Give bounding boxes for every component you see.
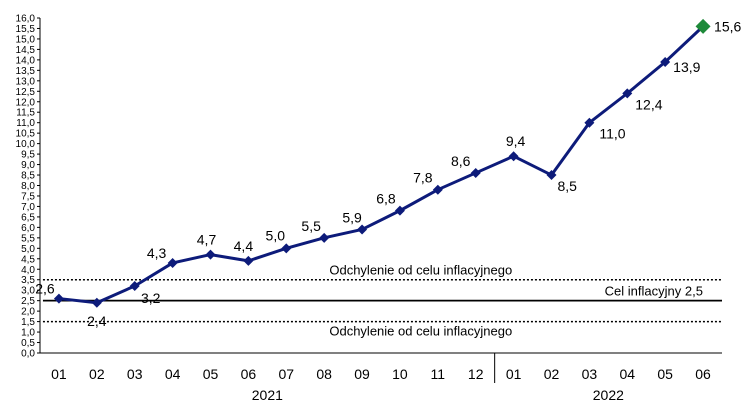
y-tick-label: 11,5 [16, 108, 35, 119]
x-tick-label: 02 [544, 366, 560, 382]
y-tick-label: 16,0 [16, 14, 36, 25]
x-tick-label: 07 [278, 366, 294, 382]
y-tick-label: 15,0 [16, 34, 36, 45]
data-label: 13,9 [673, 59, 700, 75]
data-marker [660, 56, 671, 67]
x-tick-label: 04 [165, 366, 181, 382]
y-tick-label: 3,0 [21, 286, 35, 297]
y-tick-label: 14,0 [16, 55, 36, 66]
data-label: 5,0 [266, 227, 286, 243]
x-tick-label: 03 [582, 366, 598, 382]
y-tick-label: 14,5 [16, 45, 36, 56]
x-tick-label: 01 [506, 366, 522, 382]
data-label: 9,4 [506, 133, 526, 149]
x-tick-label: 08 [316, 366, 332, 382]
data-marker [622, 88, 633, 99]
data-labels: 2,6 2,4 3,2 4,3 4,7 4,4 5,0 5,5 5,9 6,8 7,8 8,6 9,4 8… [35, 18, 741, 328]
year-label-2021: 2021 [252, 387, 283, 403]
data-marker [584, 117, 595, 128]
x-tick-label: 04 [619, 366, 635, 382]
x-axis-ticks: 01 02 03 04 05 06 07 08 09 10 11 12 01 02 03 04 05 06 [51, 366, 711, 382]
x-tick-label: 10 [392, 366, 408, 382]
y-tick-label: 1,0 [21, 328, 35, 339]
data-label: 8,6 [451, 153, 471, 169]
y-tick-label: 5,0 [21, 244, 35, 255]
data-marker [546, 170, 557, 181]
x-tick-label: 12 [468, 366, 484, 382]
y-tick-label: 7,5 [21, 191, 35, 202]
y-tick-label: 10,5 [16, 129, 36, 140]
data-label: 7,8 [413, 170, 433, 186]
y-tick-label: 8,5 [21, 171, 35, 182]
y-tick-label: 1,5 [21, 317, 35, 328]
y-tick-label: 2,5 [21, 296, 35, 307]
y-tick-label: 5,5 [21, 233, 35, 244]
x-tick-label: 01 [51, 366, 67, 382]
data-label: 2,4 [87, 313, 107, 329]
y-tick-label: 0,5 [21, 338, 35, 349]
data-marker [432, 184, 443, 195]
data-markers [53, 18, 711, 308]
y-tick-label: 0,0 [21, 349, 35, 360]
y-tick-label: 4,5 [21, 254, 35, 265]
y-tick-label: 3,5 [21, 275, 35, 286]
data-label: 2,6 [35, 281, 55, 297]
y-tick-label: 4,0 [21, 265, 35, 276]
y-tick-label: 12,5 [16, 87, 36, 98]
y-axis-ticks: 0,00,51,01,52,02,53,03,54,04,55,05,56,06… [16, 14, 40, 360]
y-tick-label: 11,0 [16, 118, 35, 129]
data-marker [167, 257, 178, 268]
x-tick-label: 03 [127, 366, 143, 382]
year-label-2022: 2022 [593, 387, 624, 403]
x-tick-label: 05 [657, 366, 673, 382]
y-tick-label: 10,0 [16, 139, 36, 150]
x-tick-label: 06 [695, 366, 711, 382]
y-tick-label: 13,5 [16, 66, 36, 77]
data-label: 5,5 [301, 218, 321, 234]
x-tick-label: 11 [431, 366, 446, 382]
data-marker [470, 167, 481, 178]
y-tick-label: 6,5 [21, 212, 35, 223]
data-label: 8,5 [558, 178, 578, 194]
data-marker [357, 224, 368, 235]
series-line [58, 25, 705, 305]
y-tick-label: 9,0 [21, 160, 35, 171]
data-marker [394, 205, 405, 216]
x-tick-label: 02 [89, 366, 105, 382]
y-tick-label: 9,5 [21, 150, 35, 161]
data-label: 4,4 [234, 238, 254, 254]
target-label: Cel inflacyjny 2,5 [605, 284, 703, 299]
data-label: 6,8 [376, 191, 396, 207]
x-tick-label: 09 [354, 366, 370, 382]
data-label: 15,6 [714, 18, 741, 34]
data-label: 4,7 [197, 232, 217, 248]
data-marker [205, 249, 216, 260]
data-marker [319, 232, 330, 243]
x-tick-label: 06 [241, 366, 257, 382]
data-marker [508, 151, 519, 162]
data-marker [243, 255, 254, 266]
x-tick-label: 05 [203, 366, 219, 382]
data-marker [281, 243, 292, 254]
data-label: 11,0 [599, 126, 625, 142]
y-tick-label: 8,0 [21, 181, 35, 192]
data-label: 4,3 [147, 245, 167, 261]
y-tick-label: 7,0 [21, 202, 35, 213]
data-marker [129, 281, 140, 291]
data-label: 3,2 [141, 290, 161, 306]
data-marker [91, 297, 102, 308]
data-marker-last [695, 18, 711, 34]
band-lower-label: Odchylenie od celu inflacyjnego [329, 324, 512, 339]
y-tick-label: 15,5 [16, 24, 36, 35]
band-upper-label: Odchylenie od celu inflacyjnego [329, 263, 512, 278]
y-tick-label: 6,0 [21, 223, 35, 234]
y-tick-label: 12,0 [16, 97, 36, 108]
data-marker [53, 293, 64, 304]
data-label: 5,9 [342, 209, 362, 225]
y-tick-label: 2,0 [21, 307, 35, 318]
data-label: 12,4 [635, 96, 662, 112]
y-tick-label: 13,0 [16, 76, 36, 87]
